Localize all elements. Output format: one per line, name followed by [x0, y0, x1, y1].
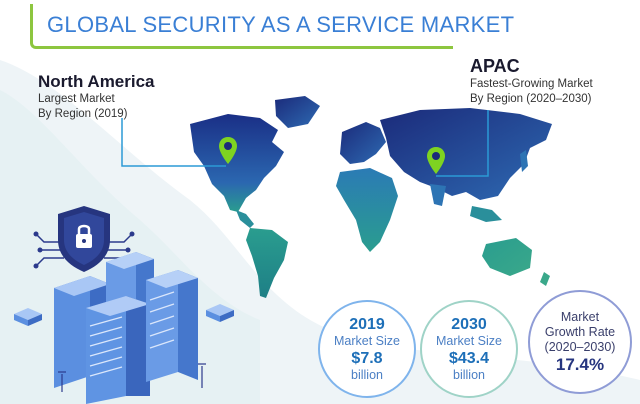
bubble-label: Growth Rate [544, 325, 616, 339]
asia-shape [380, 108, 552, 200]
callout-line: By Region (2019) [38, 108, 128, 120]
apac-callout: APAC Fastest-Growing Market By Region (2… [470, 56, 593, 107]
bubble-unit: billion [453, 367, 485, 382]
southeast-asia-shape [470, 206, 502, 222]
server-rack-icon [14, 206, 234, 404]
location-pin-icon [219, 137, 237, 164]
bubble-value: 17.4% [555, 355, 605, 374]
europe-shape [340, 122, 386, 164]
location-pin-icon [427, 147, 445, 174]
india-shape [430, 184, 446, 206]
north-america-shape [190, 114, 284, 212]
africa-shape [336, 168, 398, 252]
callout-title: North America [38, 72, 155, 91]
callout-line: Largest Market [38, 93, 115, 105]
australia-shape [482, 238, 532, 276]
market-size-2030-bubble: 2030 Market Size $43.4 billion [420, 300, 518, 398]
bubble-year: 2019 [349, 315, 385, 333]
callout-line: By Region (2020–2030) [470, 93, 592, 105]
north-america-callout: North America Largest Market By Region (… [38, 72, 155, 122]
bubble-label: Market Size [334, 333, 400, 348]
market-size-2019-bubble: 2019 Market Size $7.8 billion [318, 300, 416, 398]
title-frame: GLOBAL SECURITY AS A SERVICE MARKET [30, 4, 514, 49]
bubble-unit: billion [351, 367, 383, 382]
greenland-shape [275, 96, 320, 128]
bubble-value: $7.8 [351, 349, 383, 367]
new-zealand-shape [540, 272, 550, 286]
growth-rate-bubble: Market Growth Rate (2020–2030) 17.4% [528, 290, 632, 394]
south-america-shape [246, 228, 288, 298]
world-map [190, 96, 552, 298]
central-america-shape [236, 210, 254, 228]
japan-shape [520, 150, 528, 172]
bubble-year: 2030 [451, 315, 487, 333]
bubble-label: Market Size [436, 333, 502, 348]
bubble-label: (2020–2030) [544, 340, 616, 354]
page-title: GLOBAL SECURITY AS A SERVICE MARKET [47, 12, 515, 37]
callout-line: Fastest-Growing Market [470, 78, 593, 90]
bubble-value: $43.4 [448, 349, 490, 367]
bubble-label: Market [560, 310, 600, 324]
callout-title: APAC [470, 56, 520, 76]
